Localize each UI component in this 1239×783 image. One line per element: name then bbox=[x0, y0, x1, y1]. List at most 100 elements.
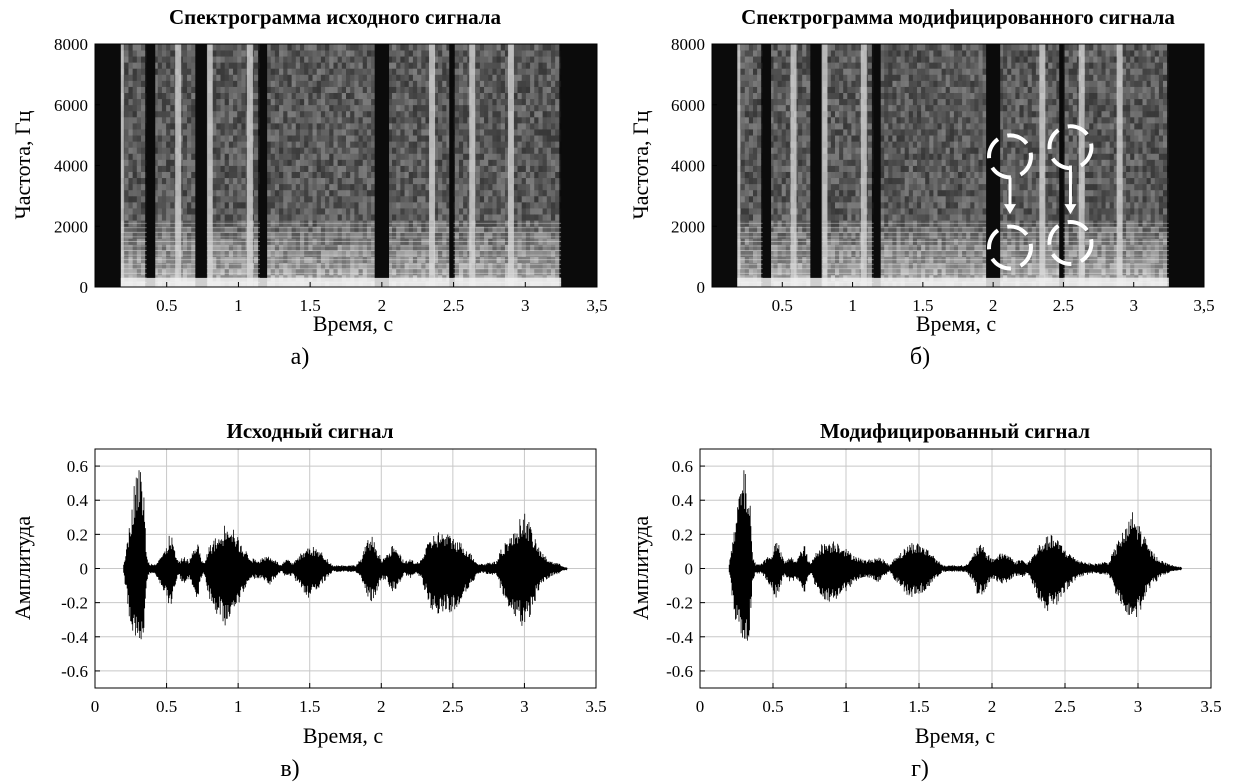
spectrogram-cell bbox=[525, 62, 531, 69]
spectrogram-cell bbox=[479, 62, 485, 69]
spectrogram-cell bbox=[538, 262, 544, 270]
spectrogram-cell bbox=[555, 56, 560, 63]
spectrogram-cell bbox=[166, 104, 171, 112]
spectrogram-cell bbox=[496, 244, 502, 251]
spectrogram-cell bbox=[366, 171, 372, 179]
spectrogram-cell bbox=[433, 62, 439, 69]
spectrogram-cell bbox=[325, 268, 330, 276]
spectrogram-cell bbox=[387, 232, 393, 239]
spectrogram-cell bbox=[504, 92, 510, 100]
spectrogram-cell bbox=[266, 214, 272, 221]
spectrogram-cell bbox=[442, 68, 447, 75]
spectrogram-cell bbox=[291, 56, 297, 63]
spectrogram-cell bbox=[233, 86, 238, 94]
spectrogram-cell bbox=[400, 122, 405, 130]
spectrogram-cell bbox=[484, 232, 489, 239]
spectrogram-cell bbox=[270, 116, 276, 124]
spectrogram-cell bbox=[212, 80, 217, 87]
spectrogram-cell bbox=[304, 244, 309, 251]
spectrogram-cell bbox=[333, 171, 339, 179]
spectrogram-cell bbox=[458, 56, 464, 63]
spectrogram-cell bbox=[433, 268, 439, 276]
spectrogram-cell bbox=[224, 62, 230, 69]
spectrogram-cell bbox=[182, 129, 188, 136]
spectrogram-cell bbox=[396, 141, 401, 148]
spectrogram-cell bbox=[341, 110, 347, 118]
spectrogram-cell bbox=[446, 165, 451, 172]
spectrogram-cell bbox=[274, 147, 280, 154]
spectrogram-cell bbox=[253, 74, 259, 81]
spectrogram-cell bbox=[412, 68, 418, 75]
spectrogram-cell bbox=[417, 244, 422, 251]
spectrogram-cell bbox=[333, 56, 339, 63]
spectrogram-cell bbox=[346, 183, 351, 191]
spectrogram-cell bbox=[291, 68, 297, 75]
spectrogram-cell bbox=[132, 262, 138, 270]
spectrogram-cell bbox=[546, 250, 552, 258]
spectrogram-cell bbox=[484, 214, 489, 221]
spectrogram-cell bbox=[224, 159, 230, 166]
spectrogram-cell bbox=[325, 189, 330, 197]
spectrogram-cell bbox=[463, 201, 468, 209]
spectrogram-cell bbox=[329, 44, 334, 51]
spectrogram-cell bbox=[366, 226, 372, 233]
y-tick-label: 2000 bbox=[54, 217, 88, 236]
spectrogram-cell bbox=[341, 250, 347, 258]
spectrogram-cell bbox=[124, 262, 129, 270]
spectrogram-cell bbox=[279, 232, 284, 239]
spectrogram-cell bbox=[141, 165, 146, 172]
spectrogram-cell bbox=[136, 153, 142, 160]
spectrogram-cell bbox=[320, 189, 326, 197]
spectrogram-cell bbox=[358, 250, 364, 258]
spectrogram-cell bbox=[136, 214, 142, 221]
spectrogram-cell bbox=[371, 116, 376, 124]
spectrogram-cell bbox=[132, 68, 138, 75]
burst-column bbox=[469, 44, 476, 287]
spectrogram-cell bbox=[161, 80, 167, 87]
spectrogram-cell bbox=[295, 195, 301, 203]
spectrogram-cell bbox=[161, 98, 167, 106]
spectrogram-cell bbox=[492, 189, 497, 197]
spectrogram-cell bbox=[270, 129, 276, 136]
spectrogram-cell bbox=[187, 214, 192, 221]
spectrogram-cell bbox=[161, 262, 167, 270]
spectrogram-cell bbox=[504, 268, 510, 276]
spectrogram-cell bbox=[438, 183, 443, 191]
spectrogram-cell bbox=[496, 68, 502, 75]
x-axis-label: Время, с bbox=[313, 311, 393, 336]
spectrogram-cell bbox=[153, 226, 159, 233]
spectrogram-cell bbox=[421, 68, 426, 75]
spectrogram-cell bbox=[446, 250, 451, 258]
spectrogram-cell bbox=[525, 135, 531, 142]
spectrogram-cell bbox=[325, 141, 330, 148]
spectrogram-cell bbox=[504, 195, 510, 203]
spectrogram-cell bbox=[291, 171, 297, 179]
spectrogram-cell bbox=[458, 171, 464, 179]
spectrogram-cell bbox=[550, 141, 556, 148]
spectrogram-cell bbox=[295, 56, 301, 63]
spectrogram-cell bbox=[362, 147, 368, 154]
spectrogram-cell bbox=[153, 268, 159, 276]
spectrogram-cell bbox=[458, 129, 464, 136]
spectrogram-cell bbox=[312, 141, 318, 148]
spectrogram-cell bbox=[320, 56, 326, 63]
spectrogram-cell bbox=[530, 92, 535, 100]
spectrogram-cell bbox=[333, 50, 339, 57]
spectrogram-cell bbox=[216, 135, 221, 142]
spectrogram-cell bbox=[366, 141, 372, 148]
spectrogram-cell bbox=[299, 56, 305, 63]
spectrogram-cell bbox=[396, 62, 401, 69]
spectrogram-cell bbox=[446, 129, 451, 136]
spectrogram-cell bbox=[128, 92, 134, 100]
spectrogram-cell bbox=[371, 177, 376, 185]
spectrogram-cell bbox=[362, 153, 368, 160]
spectrogram-cell bbox=[341, 74, 347, 81]
spectrogram-cell bbox=[433, 195, 439, 203]
spectrogram-cell bbox=[530, 201, 535, 209]
spectrogram-cell bbox=[136, 141, 142, 148]
spectrogram-cell bbox=[316, 62, 322, 69]
spectrogram-cell bbox=[337, 129, 343, 136]
spectrogram-cell bbox=[233, 201, 238, 209]
spectrogram-cell bbox=[228, 226, 234, 233]
spectrogram-cell bbox=[191, 80, 196, 87]
